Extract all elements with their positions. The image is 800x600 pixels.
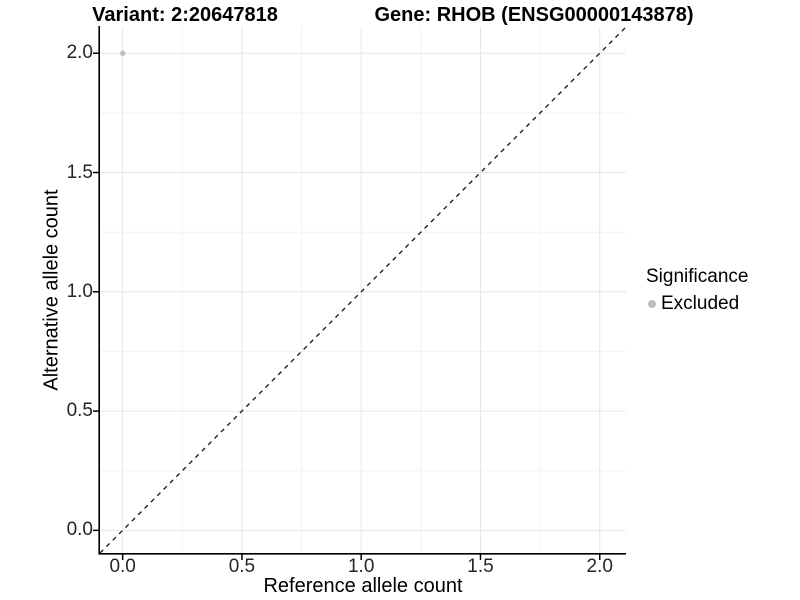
- x-tick-label-1.5: 1.5: [467, 556, 494, 577]
- y-tick-label-0.5: 0.5: [66, 400, 93, 422]
- plot-title-gene: Gene: RHOB (ENSG00000143878): [374, 4, 694, 26]
- legend: Significance Excluded: [646, 266, 748, 315]
- legend-item-excluded: Excluded: [648, 293, 748, 315]
- y-tick-label-0.0: 0.0: [66, 519, 93, 541]
- y-tick-label-2.0: 2.0: [66, 42, 93, 64]
- x-axis-title: Reference allele count: [263, 575, 463, 597]
- y-tick-label-1.0: 1.0: [66, 280, 93, 302]
- x-tick-label-0.0: 0.0: [109, 556, 136, 577]
- y-tick-label-1.5: 1.5: [66, 161, 93, 183]
- excluded-point-icon: [648, 300, 656, 308]
- legend-item-label: Excluded: [661, 293, 740, 314]
- data-point-excluded: [119, 50, 126, 56]
- x-tick-label-2.0: 2.0: [586, 556, 613, 577]
- identity-dashed-line: [99, 26, 627, 554]
- legend-title: Significance: [646, 266, 749, 287]
- y-axis-title: Alternative allele count: [40, 189, 63, 391]
- plot-title-variant: Variant: 2:20647818: [92, 4, 278, 26]
- x-tick-label-0.5: 0.5: [228, 556, 256, 577]
- x-tick-label-1.0: 1.0: [347, 556, 375, 577]
